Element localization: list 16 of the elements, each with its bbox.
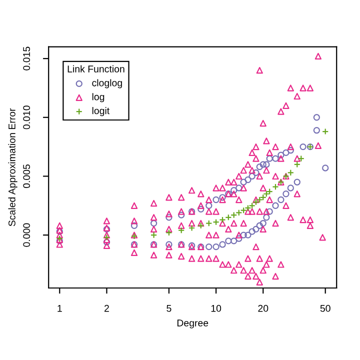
legend-label: cloglog — [92, 79, 122, 88]
y-tick-label: 0.015 — [23, 46, 30, 70]
y-tick-label: 0.010 — [23, 106, 30, 130]
legend-label: logit — [92, 107, 110, 116]
x-tick-label: 1 — [58, 305, 62, 312]
x-tick-label: 10 — [211, 304, 222, 312]
x-tick-label: 20 — [258, 304, 268, 312]
x-axis-title: Degree — [177, 320, 208, 328]
legend-title: Link Function — [68, 65, 124, 72]
y-tick-label: 0.000 — [23, 223, 30, 247]
x-tick-label: 50 — [320, 304, 330, 312]
x-tick-label: 5 — [166, 305, 172, 312]
y-tick-label: 0.005 — [23, 164, 30, 188]
y-axis-title: Scaled Approximation Error — [8, 108, 18, 226]
legend-label: log — [92, 93, 104, 102]
x-tick-label: 2 — [104, 304, 109, 312]
